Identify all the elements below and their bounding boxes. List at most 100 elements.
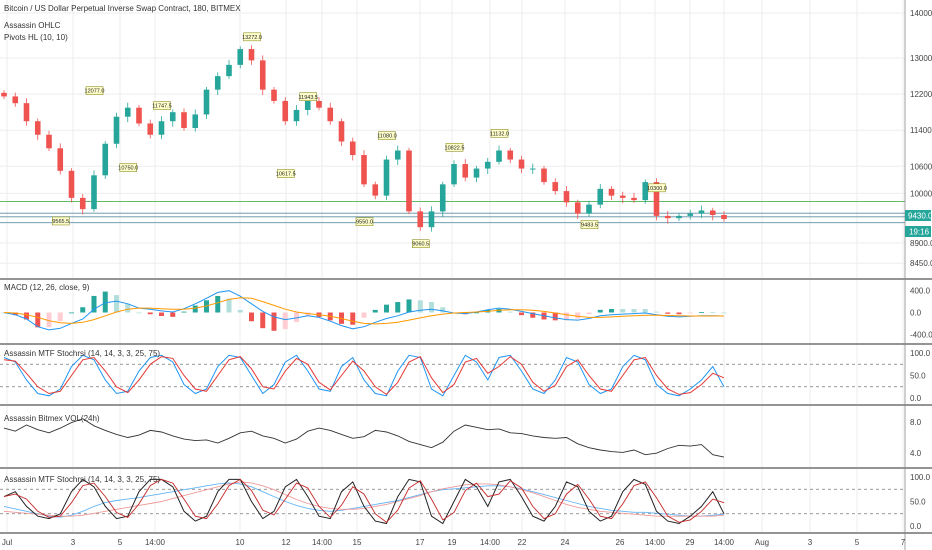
macd-histogram-bar: [147, 312, 153, 315]
candle-body: [462, 164, 469, 178]
candle-body: [518, 159, 525, 169]
macd-histogram-bar: [372, 309, 378, 313]
candle-body: [721, 214, 727, 220]
price-tick-label: 10600.0: [910, 162, 932, 171]
candle-body: [237, 49, 244, 65]
candle-body: [676, 215, 682, 219]
pane-4-tick-label: 0.0: [910, 522, 922, 531]
macd-histogram-bar: [215, 295, 221, 313]
candle-body: [574, 202, 581, 214]
candle-body: [68, 170, 75, 198]
horizontal-levels: [0, 201, 905, 224]
vol-title[interactable]: Assassin Bitmex VOL(24h): [4, 414, 100, 423]
candle-body: [158, 121, 165, 135]
macd-histogram-bar: [586, 312, 592, 315]
time-tick-label: 14:00: [480, 538, 501, 547]
macd-histogram-bar: [417, 300, 423, 313]
last-price-text: 9430.0: [908, 212, 932, 221]
macd-histogram-bar: [654, 311, 659, 313]
time-tick-label: 3: [71, 538, 76, 547]
macd-title[interactable]: MACD (12, 26, close, 9): [4, 283, 90, 292]
macd-histogram-bar: [249, 312, 254, 322]
pivot-label: 11747.5: [152, 104, 171, 110]
candle-body: [12, 96, 19, 104]
macd-signal-line: [3, 297, 724, 325]
stoch2-title[interactable]: Assassin MTF Stochrsi (14, 14, 3, 3, 25,…: [4, 475, 160, 484]
macd-histogram-bar: [260, 312, 266, 329]
stoch2-d-line: [3, 478, 725, 523]
pivot-box: [153, 101, 171, 110]
time-tick-label: 24: [561, 538, 570, 547]
macd-histogram-bar: [721, 312, 727, 314]
macd-histogram-bar: [687, 312, 693, 314]
pivot-label: 13272.0: [242, 35, 262, 41]
macd-histogram-bar: [530, 312, 536, 318]
candle-body: [91, 175, 97, 210]
candle-body: [451, 164, 457, 185]
macd-histogram-bar: [609, 309, 614, 313]
macd-histogram-bar: [665, 312, 671, 314]
macd-histogram-bar: [474, 312, 479, 314]
pivot-label: 10750.0: [118, 166, 138, 172]
pivot-label: 9060.5: [412, 242, 429, 248]
candle-body: [57, 148, 64, 171]
candle-body: [34, 121, 41, 135]
candle-body: [203, 89, 210, 115]
pivot-box: [445, 143, 464, 152]
macd-histogram-bar: [136, 312, 142, 314]
price-axis[interactable]: 14000.0 13000.0 12200.0 11400.0 10600.0 10000…: [910, 9, 932, 531]
candle-body: [102, 143, 109, 176]
candle-body: [316, 100, 322, 108]
stoch2-slow-line-2: [3, 481, 725, 517]
pivot-box: [378, 131, 396, 140]
candle-body: [563, 191, 570, 203]
candle-body: [642, 182, 649, 201]
macd-histogram-bar: [710, 312, 716, 313]
macd-histogram-bar: [395, 302, 401, 313]
candle-body: [406, 150, 412, 212]
indicator-label-ohlc[interactable]: Assassin OHLC: [4, 21, 61, 30]
candle-body: [124, 107, 131, 117]
macd-histogram-bar: [170, 312, 176, 317]
pivot-box: [243, 32, 261, 42]
pivot-label: 10300.0: [647, 186, 667, 192]
pivot-box: [277, 169, 295, 178]
candle-body: [698, 210, 705, 214]
candle-body: [192, 114, 199, 128]
pane-3-tick-label: 8.0: [910, 418, 922, 427]
macd-histogram-bar: [519, 312, 524, 316]
stoch1-title[interactable]: Assassin MTF Stochrsi (14, 14, 3, 3, 25,…: [4, 349, 160, 358]
candle-body: [248, 49, 255, 61]
pivot-box: [355, 217, 374, 226]
indicator-label-pivots[interactable]: Pivots HL (10, 10): [4, 33, 68, 42]
pane-1-tick-label: 400.0: [910, 287, 931, 296]
macd-histogram-bar: [35, 312, 41, 328]
pane-1-tick-label: -400.0: [910, 330, 932, 339]
candle-body: [417, 211, 424, 228]
macd-histogram-bar: [271, 312, 277, 331]
macd-histogram-bar: [597, 309, 603, 313]
pivot-box: [299, 92, 317, 102]
stoch2-k-line: [3, 478, 725, 525]
time-tick-label: 5: [118, 538, 123, 547]
macd-histogram-bar: [350, 312, 356, 325]
stoch1-d-line: [3, 355, 725, 396]
candle-body: [439, 184, 446, 212]
candle-body: [169, 112, 176, 122]
macd-histogram-bar: [24, 312, 29, 320]
candle-body: [181, 112, 187, 128]
candle-body: [226, 64, 232, 77]
price-tick-label: 12200.0: [910, 90, 932, 99]
macd-histogram-bar: [406, 299, 412, 313]
candle-body: [304, 100, 311, 110]
candle-body: [496, 150, 502, 162]
price-tick-label: 14000.0: [910, 9, 932, 18]
macd-histogram-bar: [507, 311, 513, 313]
macd-line: [3, 290, 725, 331]
time-axis[interactable]: Jul 3 5 14:00 10 12 14:00 15 17 19 14:00 22 24 26 14:0…: [2, 538, 906, 547]
candle-body: [271, 89, 277, 101]
time-tick-label: 14:00: [645, 538, 666, 547]
macd-histogram-bar: [552, 312, 558, 321]
